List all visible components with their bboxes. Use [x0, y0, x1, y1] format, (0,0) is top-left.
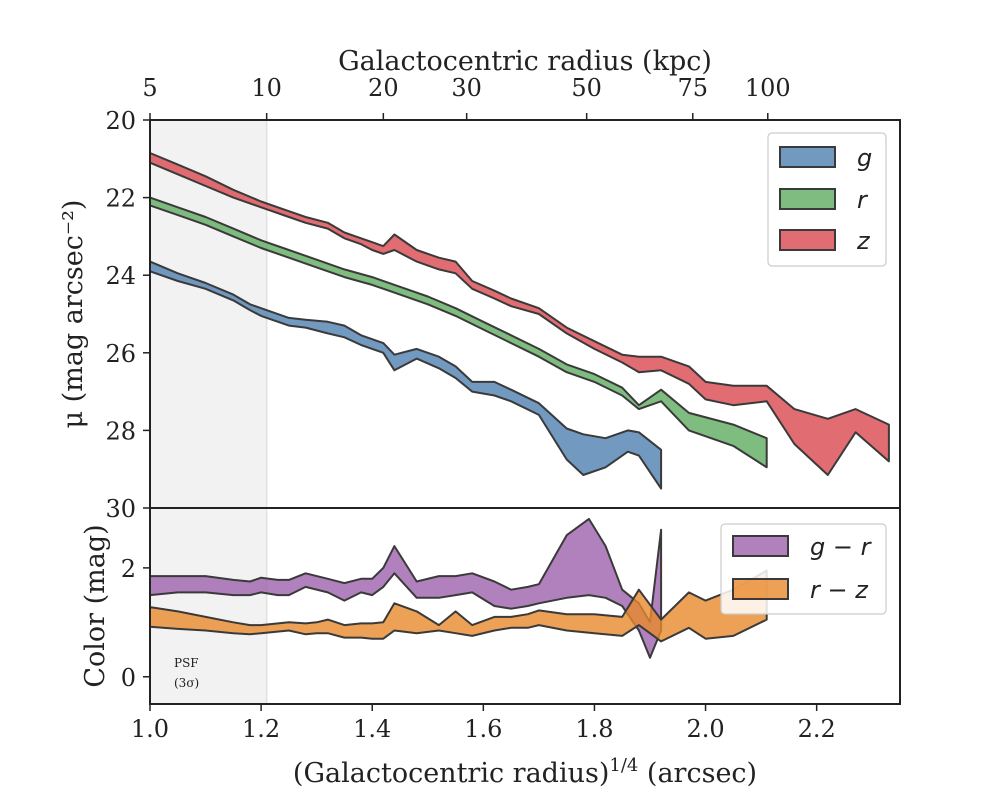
- top-tick-label-2: 20: [368, 74, 399, 102]
- top-tick-label-3: 30: [451, 74, 482, 102]
- y-axis-title-top: μ (mag arcsec⁻²): [58, 200, 89, 429]
- series-band-surface_brightness-1: [149, 196, 768, 469]
- series-layer: [149, 152, 890, 659]
- x-axis-title-main: (Galactocentric radius): [293, 758, 609, 789]
- ytick-label-surface_brightness-3: 26: [105, 340, 136, 368]
- legend-label-color-0: g − r: [810, 533, 873, 561]
- legend-layer: grz g − r r − z: [720, 132, 887, 615]
- legend-swatch-surface_brightness-2: [779, 229, 836, 251]
- y-axis-title-bottom: Color (mag): [80, 524, 111, 687]
- ytick-label-surface_brightness-4: 28: [105, 417, 136, 445]
- legend-swatch-surface_brightness-1: [779, 188, 836, 210]
- top-tick-label-5: 75: [678, 74, 709, 102]
- axes-layer: 20 22 24 26 28 30 0 2 1.0 1.2 1.4 1.6 1.8 2.0 2.2 5 10 20…: [105, 74, 901, 743]
- ytick-label-surface_brightness-2: 24: [105, 262, 136, 290]
- psf-sublabel: (3σ): [174, 676, 199, 690]
- xtick-label-6: 2.2: [798, 715, 836, 743]
- x-axis-title-exponent: 1/4: [609, 755, 638, 776]
- legend-swatch-color-0: [732, 535, 789, 557]
- legend-label-surface_brightness-0: g: [857, 144, 872, 172]
- ytick-label-surface_brightness-0: 20: [105, 107, 136, 135]
- ytick-label-surface_brightness-5: 30: [105, 495, 136, 523]
- ytick-label-surface_brightness-1: 22: [105, 185, 136, 213]
- legend-label-surface_brightness-2: z: [856, 227, 871, 255]
- ytick-label-color-0: 0: [121, 664, 136, 692]
- top-tick-label-6: 100: [745, 74, 791, 102]
- labels-layer: PSF (3σ) Galactocentric radius (kpc) (Galac…: [58, 46, 757, 789]
- legend-label-color-1: r − z: [810, 576, 869, 604]
- panel-frame-bottom: [149, 507, 901, 705]
- xtick-label-1: 1.2: [242, 715, 280, 743]
- legend-swatch-surface_brightness-0: [779, 146, 836, 168]
- xtick-label-4: 1.8: [575, 715, 613, 743]
- xtick-label-3: 1.6: [464, 715, 502, 743]
- ytick-label-color-1: 2: [121, 555, 136, 583]
- xtick-label-2: 1.4: [353, 715, 391, 743]
- psf-label: PSF: [174, 656, 199, 670]
- series-band-surface_brightness-2: [149, 152, 890, 476]
- xtick-label-5: 2.0: [686, 715, 724, 743]
- series-band-surface_brightness-0: [149, 260, 663, 490]
- series-band-color-1: [149, 569, 768, 643]
- top-axis-title: Galactocentric radius (kpc): [338, 46, 712, 77]
- xtick-label-0: 1.0: [131, 715, 169, 743]
- x-axis-title: (Galactocentric radius)1/4 (arcsec): [293, 755, 757, 789]
- top-tick-label-4: 50: [571, 74, 602, 102]
- legend-swatch-color-1: [732, 578, 789, 600]
- x-axis-title-unit: (arcsec): [638, 758, 757, 789]
- legend-label-surface_brightness-1: r: [857, 186, 869, 214]
- top-tick-label-0: 5: [142, 74, 157, 102]
- top-tick-label-1: 10: [251, 74, 282, 102]
